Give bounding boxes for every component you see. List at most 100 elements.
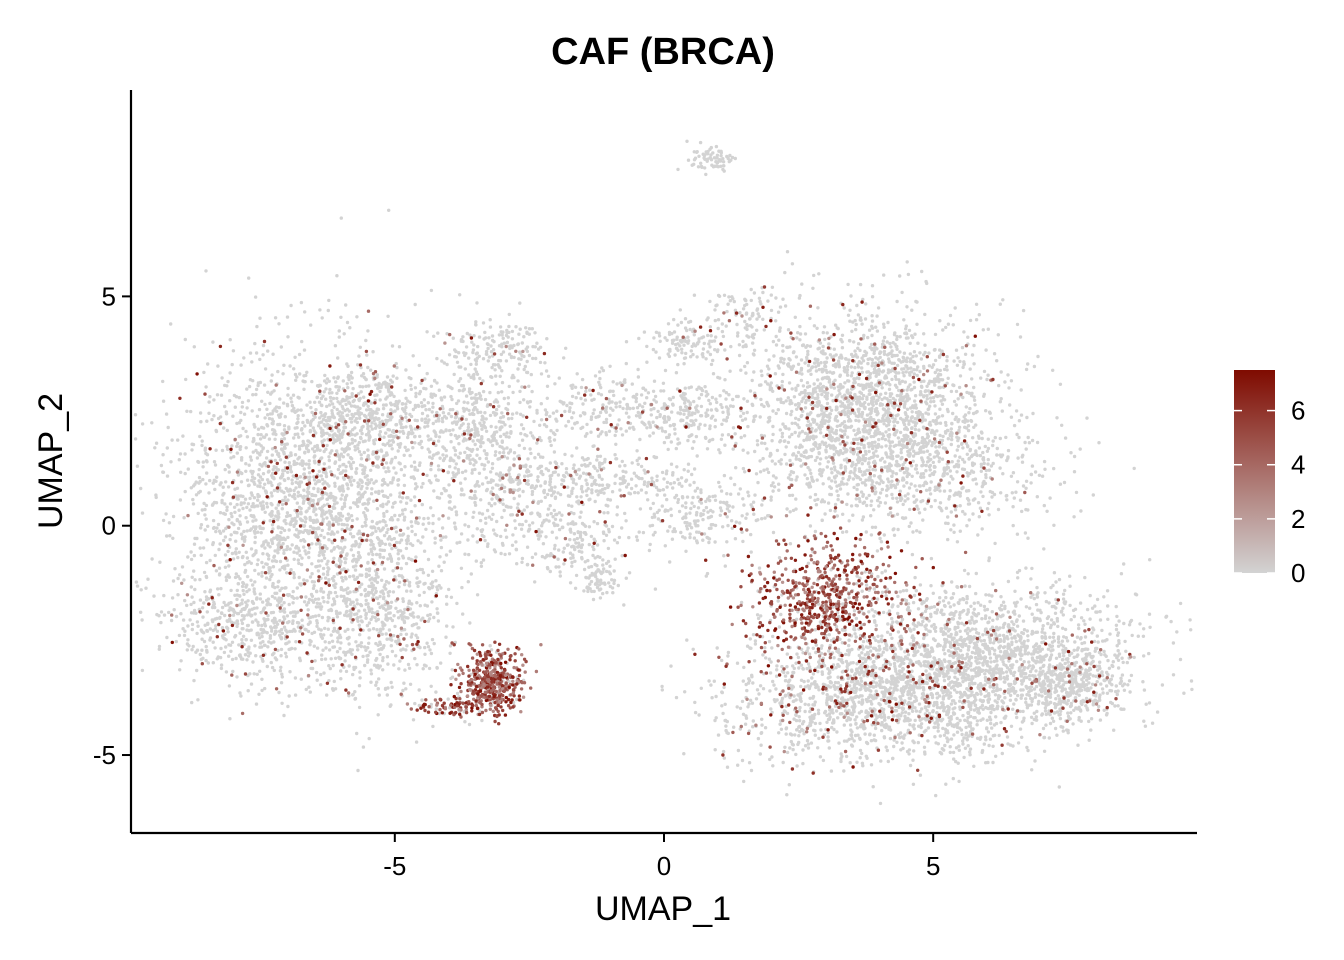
- scatter-point: [646, 481, 650, 485]
- scatter-point: [370, 615, 375, 619]
- scatter-point: [390, 649, 395, 654]
- scatter-point: [287, 620, 291, 624]
- scatter-point: [724, 324, 728, 328]
- scatter-point: [285, 547, 289, 552]
- scatter-point: [389, 600, 394, 604]
- scatter-point: [341, 463, 345, 467]
- scatter-point: [454, 462, 458, 466]
- scatter-point: [588, 582, 592, 586]
- scatter-point: [253, 482, 257, 486]
- scatter-point: [313, 444, 317, 449]
- scatter-point: [335, 530, 340, 534]
- scatter-point: [256, 473, 261, 477]
- scatter-point: [607, 527, 611, 532]
- scatter-point: [369, 368, 373, 372]
- scatter-point: [341, 578, 345, 583]
- scatter-point: [523, 464, 528, 469]
- scatter-point: [356, 550, 361, 555]
- scatter-point: [364, 613, 368, 617]
- scatter-point: [698, 422, 702, 426]
- scatter-point: [307, 555, 311, 560]
- scatter-point: [403, 465, 407, 469]
- scatter-point: [384, 470, 388, 474]
- scatter-point: [704, 357, 708, 361]
- scatter-point: [261, 447, 265, 451]
- scatter-point: [257, 479, 261, 483]
- scatter-point: [548, 461, 552, 465]
- scatter-point: [322, 503, 326, 507]
- scatter-point: [530, 389, 534, 394]
- scatter-point: [320, 429, 324, 433]
- scatter-point: [285, 511, 290, 515]
- scatter-point: [349, 370, 354, 375]
- scatter-point: [307, 491, 311, 496]
- scatter-point: [190, 700, 194, 705]
- scatter-point: [211, 340, 215, 344]
- scatter-point: [205, 471, 209, 475]
- scatter-point: [190, 622, 195, 627]
- scatter-point: [201, 615, 205, 619]
- scatter-point: [235, 588, 239, 593]
- scatter-point: [261, 472, 266, 476]
- scatter-point: [250, 493, 254, 497]
- scatter-point: [411, 611, 415, 615]
- scatter-point: [466, 422, 471, 426]
- scatter-point: [359, 478, 363, 483]
- scatter-point: [208, 590, 212, 594]
- scatter-point: [385, 509, 389, 514]
- scatter-point: [314, 670, 319, 675]
- scatter-point: [356, 446, 360, 451]
- scatter-point: [685, 328, 689, 333]
- scatter-point: [326, 572, 330, 577]
- scatter-point: [595, 469, 600, 473]
- scatter-point: [341, 379, 345, 383]
- scatter-point: [613, 474, 617, 478]
- scatter-point: [275, 409, 279, 413]
- scatter-point: [139, 486, 143, 491]
- scatter-point: [199, 628, 203, 632]
- scatter-point: [229, 533, 233, 537]
- scatter-point: [230, 362, 234, 367]
- scatter-point: [544, 518, 548, 522]
- scatter-point: [473, 467, 477, 472]
- scatter-point: [190, 627, 194, 632]
- scatter-point: [381, 406, 386, 411]
- scatter-point: [589, 430, 593, 434]
- scatter-point: [135, 464, 140, 468]
- scatter-point: [339, 497, 343, 501]
- scatter-point: [478, 394, 483, 398]
- scatter-point: [274, 620, 278, 624]
- scatter-point: [466, 401, 470, 405]
- scatter-point: [227, 517, 231, 522]
- scatter-point: [338, 418, 342, 423]
- scatter-point: [315, 518, 319, 522]
- scatter-point: [414, 391, 418, 396]
- scatter-point: [564, 424, 568, 428]
- scatter-point: [282, 478, 286, 482]
- scatter-point: [674, 342, 678, 347]
- scatter-point: [337, 329, 341, 333]
- scatter-point: [217, 529, 222, 533]
- scatter-point: [524, 326, 528, 330]
- scatter-point: [487, 355, 492, 359]
- scatter-point: [331, 414, 335, 418]
- scatter-point: [449, 595, 454, 599]
- scatter-point: [398, 491, 402, 495]
- scatter-point: [505, 446, 509, 450]
- scatter-point: [505, 328, 509, 333]
- scatter-point: [574, 573, 579, 578]
- scatter-point: [366, 646, 370, 650]
- scatter-point: [292, 459, 296, 464]
- scatter-point: [290, 478, 294, 482]
- scatter-point: [406, 534, 410, 538]
- scatter-point: [165, 534, 169, 538]
- scatter-point: [189, 602, 193, 607]
- scatter-point: [260, 507, 265, 511]
- scatter-point: [314, 408, 318, 412]
- scatter-point: [303, 528, 307, 533]
- scatter-point: [364, 572, 369, 576]
- scatter-point: [641, 386, 645, 390]
- scatter-point: [193, 587, 197, 592]
- scatter-point: [510, 337, 515, 341]
- scatter-point: [282, 528, 287, 533]
